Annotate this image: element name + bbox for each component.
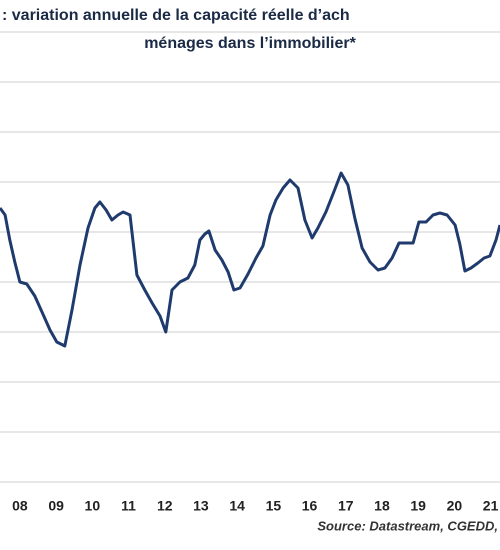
x-tick-label: 16 xyxy=(302,498,318,514)
source-note: Source: Datastream, CGEDD, xyxy=(317,518,498,533)
chart-title: : variation annuelle de la capacité réel… xyxy=(2,7,350,24)
x-tick-label: 15 xyxy=(266,498,282,514)
x-tick-label: 21 xyxy=(483,498,499,514)
x-tick-label: 14 xyxy=(229,498,245,514)
x-tick-label: 11 xyxy=(121,498,136,514)
x-tick-label: 13 xyxy=(193,498,209,514)
x-tick-label: 09 xyxy=(48,498,64,514)
x-tick-label: 10 xyxy=(85,498,101,514)
x-tick-label: 20 xyxy=(447,498,463,514)
data-line xyxy=(0,171,500,348)
x-tick-label: 17 xyxy=(338,498,354,514)
x-tick-label: 08 xyxy=(12,498,28,514)
chart-subtitle: ménages dans l’immobilier* xyxy=(144,35,356,52)
x-tick-label: 19 xyxy=(410,498,426,514)
x-tick-label: 12 xyxy=(157,498,173,514)
x-tick-label: 18 xyxy=(374,498,390,514)
